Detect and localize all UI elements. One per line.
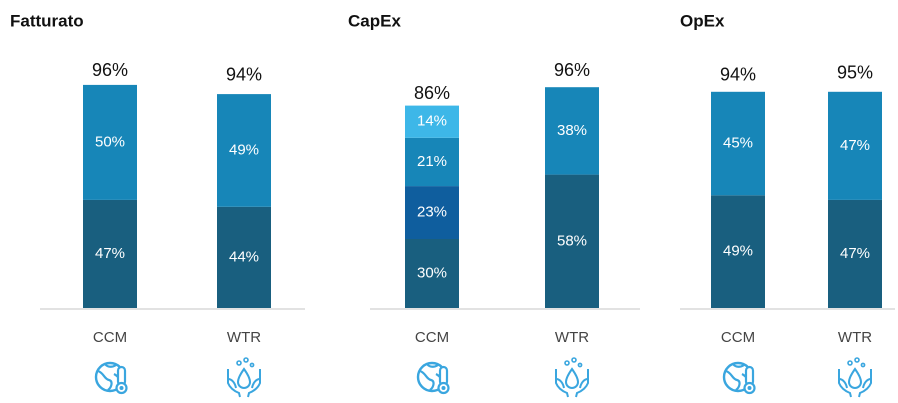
total-label: 96% [554,60,590,80]
panel-title: OpEx [680,11,725,30]
bar-segment [405,137,459,187]
water-icon [838,357,872,398]
climate-icon [722,361,756,395]
bar-segment [711,195,765,308]
category-label: WTR [227,329,261,346]
bar-segment [405,239,459,308]
panel-title: CapEx [348,11,401,30]
segment-label: 47% [840,137,870,154]
segment-label: 45% [723,135,753,152]
segment-label: 47% [95,245,125,262]
bar-segment [711,91,765,196]
panel-title: Fatturato [10,11,84,30]
segment-label: 58% [557,232,587,249]
climate-icon [94,361,128,395]
category-label: CCM [415,329,449,346]
bar-segment [217,94,271,207]
bar-segment [828,199,882,308]
total-label: 94% [720,65,756,85]
bar-segment [83,199,137,308]
category-label: CCM [93,329,127,346]
segment-label: 44% [229,248,259,265]
bar-segment [828,91,882,200]
segment-label: 49% [229,141,259,158]
bar-segment [83,84,137,200]
total-label: 96% [92,60,128,80]
segment-label: 49% [723,243,753,260]
segment-label: 14% [417,113,447,130]
segment-label: 38% [557,122,587,139]
segment-label: 50% [95,133,125,150]
water-icon [227,357,261,398]
category-label: CCM [721,329,755,346]
bar-segment [545,87,599,175]
bar-segment [405,186,459,239]
total-label: 94% [226,65,262,85]
segment-label: 30% [417,264,447,281]
water-icon [555,357,589,398]
bar-segment [217,206,271,308]
total-label: 95% [837,62,873,82]
category-label: WTR [838,329,872,346]
segment-label: 47% [840,245,870,262]
bar-segment [405,105,459,138]
category-label: WTR [555,329,589,346]
bar-segment [545,174,599,308]
climate-icon [416,361,450,395]
segment-label: 23% [417,204,447,221]
total-label: 86% [414,83,450,103]
segment-label: 21% [417,153,447,170]
